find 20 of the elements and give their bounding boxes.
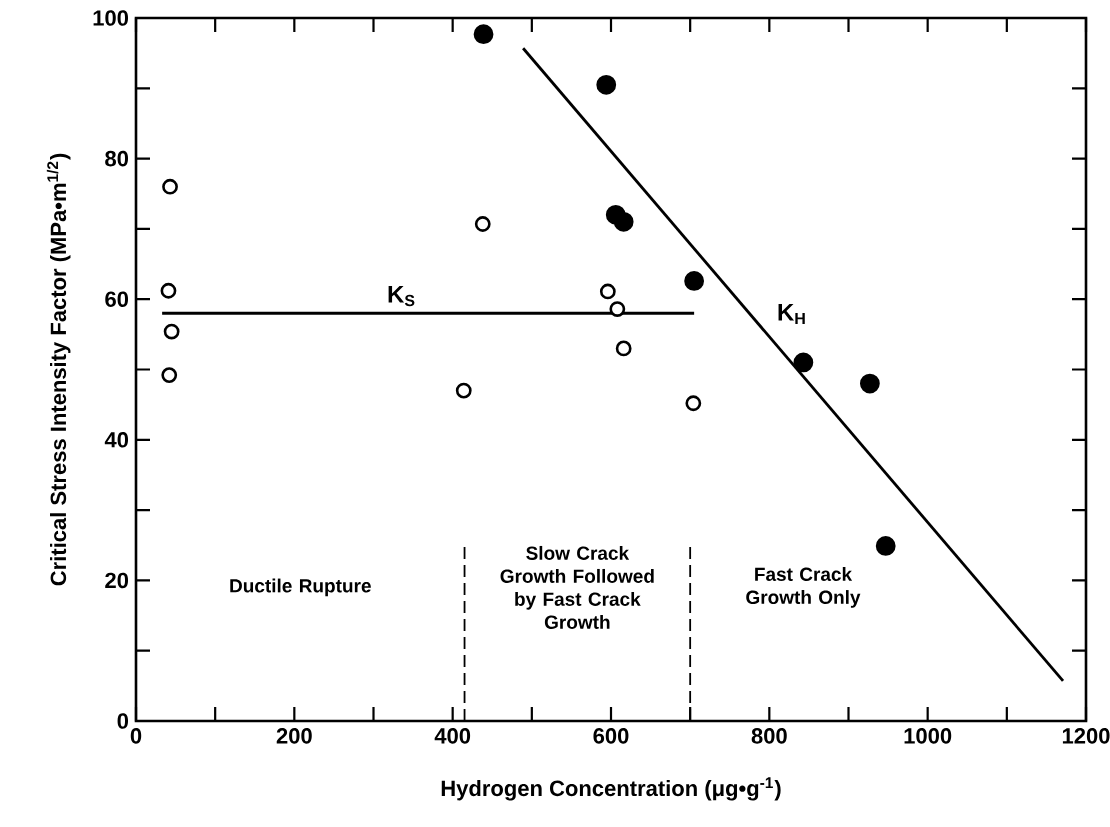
annotation: Fast Crack Growth Only — [746, 567, 861, 608]
x-axis-title: Hydrogen Concentration (μg•g$^{-1}$) — [441, 777, 781, 801]
x-tick-label: 400 — [434, 728, 471, 744]
x-tick-label: 0 — [130, 728, 142, 744]
y-tick-label: 100 — [93, 10, 129, 26]
y-tick-label: 0 — [117, 713, 129, 729]
x-tick-label: 600 — [593, 728, 629, 744]
x-tick-label: 200 — [276, 728, 312, 744]
annotation: Slow Crack Growth Followed by Fast Crack Growth — [500, 545, 654, 629]
y-tick-label: 20 — [105, 572, 129, 589]
y-tick-label: 80 — [105, 150, 129, 167]
y-tick-label: 60 — [105, 291, 129, 307]
x-tick-label: 1000 — [904, 728, 952, 744]
annotation: Ductile Rupture — [230, 578, 371, 597]
series-label: K$_{H}$ — [778, 303, 805, 325]
x-tick-label: 800 — [751, 728, 787, 744]
y-tick-label: 40 — [104, 432, 129, 448]
series-label: K$_{S}$ — [388, 285, 415, 307]
x-tick-label: 1200 — [1062, 728, 1110, 744]
y-axis-title: Critical Stress Intensity Factor (MPa•m$^{1/2}$) — [46, 153, 71, 586]
